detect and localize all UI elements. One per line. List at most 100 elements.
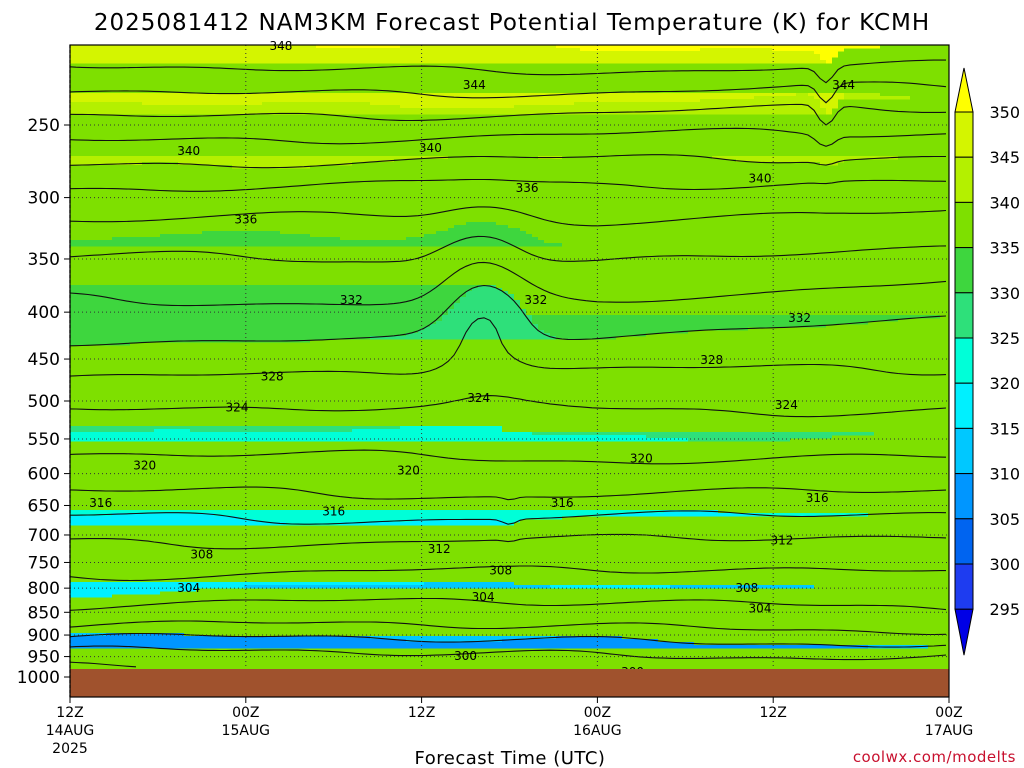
x-tick-hour-3: 00Z [584,705,611,721]
ground-surface [70,669,949,697]
colorbar-tick-325: 325 [989,329,1020,348]
contour-label-5: 340 [749,172,772,186]
contour-label-25: 308 [190,547,213,561]
y-tick-label-250: 250 [28,116,60,136]
contour-label-22: 316 [806,491,829,505]
contour-lines [69,59,947,668]
contour-340 [69,154,946,169]
contour-324 [69,449,947,465]
contour-label-26: 308 [489,563,512,577]
colorbar-bin-7 [954,382,974,429]
colorbar-tick-295: 295 [989,600,1020,619]
contour-label-15: 324 [775,398,798,412]
y-tick-label-550: 550 [28,430,60,450]
chart-title: 2025081412 NAM3KM Forecast Potential Tem… [94,10,930,36]
x-tick-hour-4: 12Z [759,705,786,721]
contour-label-3: 340 [177,144,200,158]
y-tick-label-300: 300 [28,189,60,209]
contour-label-31: 300 [454,649,477,663]
contour-label-8: 332 [340,293,363,307]
colorbar-bin-9 [954,473,974,520]
x-axis: 12Z 14AUG 2025 00Z 15AUG 12Z 00Z 16AUG 12Z 00Z 17A… [46,697,973,757]
x-tick-hour-1: 00Z [232,705,259,721]
contour-322 [69,486,947,501]
contour-318 [69,533,947,550]
contour-334 [69,235,947,263]
colorbar: 350 345 340 335 330 325 320 315 310 305 300 295 [954,67,1020,656]
y-tick-label-850: 850 [28,603,60,623]
contour-316 [69,565,946,582]
contour-342 [69,127,947,147]
contour-326 [69,395,947,418]
contour-346 [69,81,947,104]
x-tick-hour-5: 00Z [935,705,962,721]
colorbar-bin-4 [954,247,974,294]
contour-308 [69,645,947,661]
x-tick-hour-0: 12Z [56,705,83,721]
contour-label-6: 336 [234,213,257,227]
x-tick-hour-2: 12Z [408,705,435,721]
colorbar-bin-8 [954,427,974,475]
contour-label-2: 344 [832,78,855,92]
contour-label-16: 320 [133,459,156,473]
x-axis-label: Forecast Time (UTC) [415,748,606,768]
x-tick-day-3: 16AUG [573,723,622,739]
contour-label-9: 332 [524,293,547,307]
contour-306 [69,661,137,668]
contour-label-0: 348 [270,39,293,53]
colorbar-top-arrow [954,67,974,113]
colorbar-bottom-arrow [954,608,974,656]
y-tick-label-950: 950 [28,648,60,668]
colorbar-tick-340: 340 [989,193,1020,212]
contour-label-1: 344 [463,78,486,92]
contour-label-24: 312 [771,534,794,548]
y-tick-label-450: 450 [28,350,60,370]
colorbar-tick-330: 330 [989,284,1020,303]
y-tick-label-350: 350 [28,250,60,270]
contour-338 [69,178,947,192]
contour-label-20: 316 [322,505,345,519]
contour-336 [69,206,947,227]
contour-310 [69,632,947,648]
colorbar-tick-315: 315 [989,419,1020,438]
x-tick-year-0: 2025 [52,741,88,757]
y-tick-label-400: 400 [28,303,60,323]
colorbar-bin-10 [954,518,974,565]
y-tick-label-600: 600 [28,465,60,485]
colorbar-bin-5 [954,292,974,339]
contour-label-18: 320 [630,452,653,466]
contour-label-7: 336 [516,181,539,195]
contour-label-10: 332 [788,311,811,325]
contour-332 [69,261,947,307]
credit-text: coolwx.com/modelts [853,748,1016,766]
contour-348 [69,59,947,84]
contour-label-29: 304 [472,590,495,604]
y-tick-label-750: 750 [28,553,60,573]
contour-label-19: 316 [89,496,112,510]
contour-label-28: 304 [177,581,200,595]
colorbar-bin-1 [954,111,974,158]
y-axis: 250 300 350 400 450 500 550 600 650 700 750 800 850 9… [17,116,70,688]
contour-label-27: 308 [735,581,758,595]
y-tick-label-500: 500 [28,392,60,412]
colorbar-tick-305: 305 [989,510,1020,529]
colorbar-tick-345: 345 [989,148,1020,167]
colorbar-bin-11 [954,563,974,610]
y-tick-label-800: 800 [28,579,60,599]
colorbar-tick-320: 320 [989,374,1020,393]
colorbar-bin-6 [954,337,974,384]
contour-label-23: 312 [428,542,451,556]
contour-320 [70,510,947,525]
colorbar-bin-3 [954,201,974,249]
colorbar-tick-335: 335 [989,239,1020,258]
y-tick-label-1000: 1000 [17,668,60,688]
contour-label-30: 304 [749,602,772,616]
contour-344 [69,103,947,126]
contour-label-21: 316 [551,496,574,510]
contour-label-17: 320 [397,463,420,477]
contour-label-4: 340 [419,141,442,155]
colorbar-tick-310: 310 [989,465,1020,484]
y-tick-label-900: 900 [28,626,60,646]
contour-label-11: 328 [261,369,284,383]
